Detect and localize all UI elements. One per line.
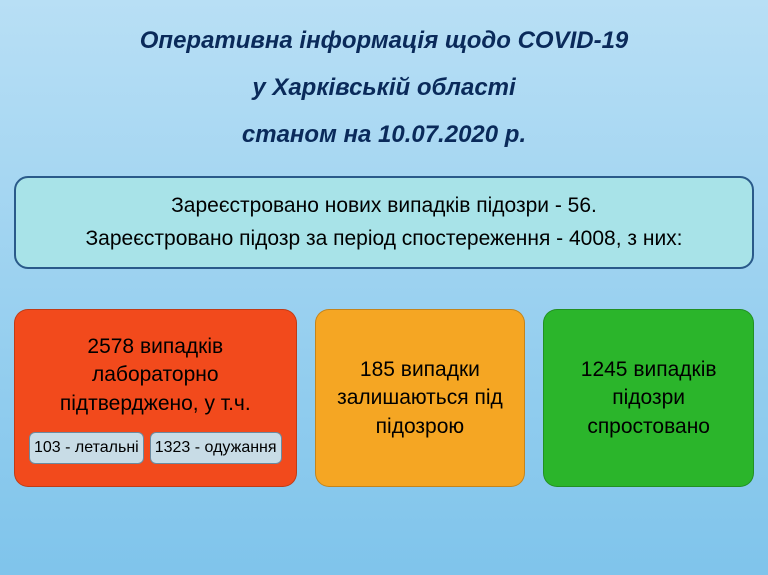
confirmed-subcards: 103 - летальні 1323 - одужання <box>29 432 282 464</box>
suspected-total: Зареєстровано підозр за період спостереж… <box>32 223 736 256</box>
title-line-2: у Харківській області <box>14 65 754 112</box>
subcard-recovered: 1323 - одужання <box>150 432 282 464</box>
title-line-3: станом на 10.07.2020 р. <box>14 112 754 159</box>
suspected-summary-box: Зареєстровано нових випадків підозри - 5… <box>14 176 754 269</box>
stat-cards-row: 2578 випадків лабораторно підтверджено, … <box>14 309 754 487</box>
card-refuted: 1245 випадків підозри спростовано <box>543 309 754 487</box>
suspected-new: Зареєстровано нових випадків підозри - 5… <box>32 190 736 223</box>
card-under-suspicion: 185 випадки залишаються під підозрою <box>315 309 526 487</box>
card-under-suspicion-text: 185 випадки залишаються під підозрою <box>330 356 511 441</box>
card-refuted-text: 1245 випадків підозри спростовано <box>558 356 739 441</box>
title-block: Оперативна інформація щодо COVID-19 у Ха… <box>14 18 754 158</box>
card-confirmed: 2578 випадків лабораторно підтверджено, … <box>14 309 297 487</box>
subcard-lethal: 103 - летальні <box>29 432 144 464</box>
title-line-1: Оперативна інформація щодо COVID-19 <box>14 18 754 65</box>
card-confirmed-text: 2578 випадків лабораторно підтверджено, … <box>29 333 282 418</box>
